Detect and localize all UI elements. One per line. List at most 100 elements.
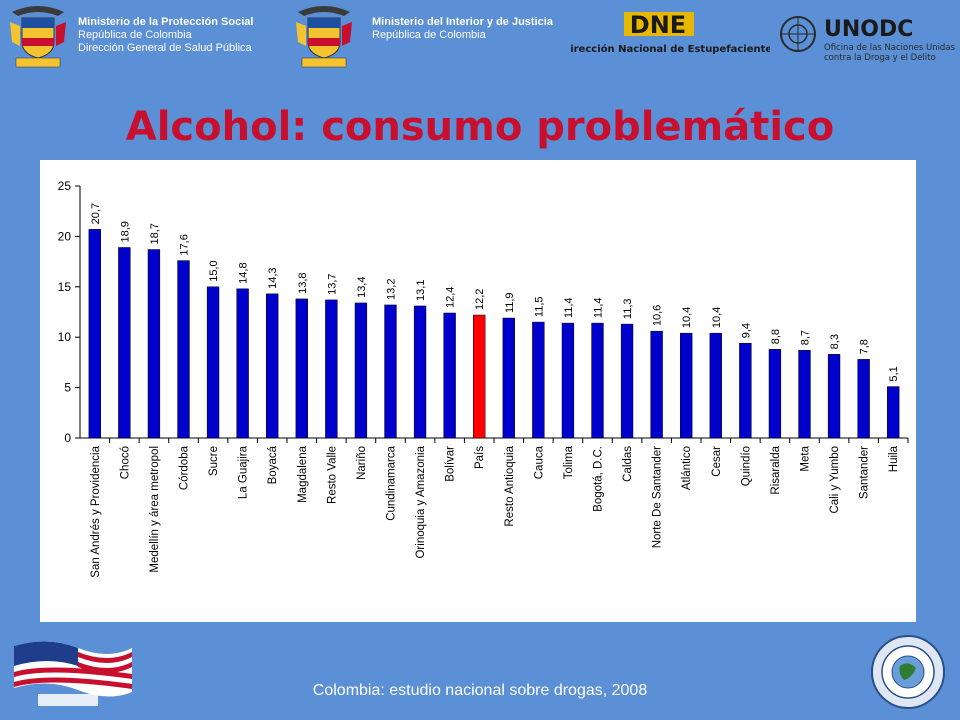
bar [561,322,575,439]
category-label: Orinoquia y Amazonia [415,445,427,558]
category-label: Tolima [563,445,575,479]
bar [620,323,634,439]
y-tick-label: 10 [58,330,72,344]
header-left-line1: Ministerio de la Protección Social [78,16,254,28]
data-label: 7,8 [859,339,871,354]
data-label: 8,8 [770,329,782,344]
data-label: 11,5 [533,296,545,317]
oas-seal-icon [871,635,945,709]
unodc-logo: UNODC Oficina de las Naciones Unidas con… [776,8,956,64]
data-label: 10,4 [681,307,693,328]
bar [827,354,841,439]
dne-caption: Dirección Nacional de Estupefacientes [570,43,770,55]
data-label: 13,2 [386,279,398,300]
category-label: Meta [800,445,812,471]
category-label: Quindío [740,446,752,486]
category-label: Atlántico [681,446,693,490]
category-label: País [474,446,486,469]
category-label: Norte De Santander [652,446,664,548]
data-label: 13,7 [326,273,338,294]
data-label: 11,4 [563,297,575,318]
bar [354,302,368,439]
bar [739,342,752,439]
bar [857,359,870,439]
header-middle-line1: Ministerio del Interior y de Justicia [372,16,553,28]
header-left-line3: Dirección General de Salud Pública [78,42,252,54]
data-label: 8,7 [800,330,812,345]
category-label: Magdalena [297,445,309,503]
colombia-coat-of-arms-icon [296,6,352,68]
category-label: Chocó [119,446,131,479]
bar [443,312,456,439]
bar [384,304,397,439]
bar [147,249,161,439]
header-middle-line2: República de Colombia [372,29,486,41]
bar [236,288,249,439]
category-label: Cali y Yumbo [829,446,841,514]
data-label: 10,6 [652,305,664,326]
unodc-line1: Oficina de las Naciones Unidas [824,43,956,53]
header-left-line2: República de Colombia [78,29,192,41]
bar [88,229,101,439]
bar [768,349,782,439]
bar [206,286,220,439]
data-label: 14,3 [267,267,279,288]
colombia-coat-of-arms-icon [10,6,66,68]
bar [502,317,515,439]
category-label: Boyacá [267,445,279,484]
data-label: 11,3 [622,299,634,320]
category-label: Medellín y área metropol [149,446,161,573]
bar [177,260,190,439]
category-label: Bogotá, D.C. [593,446,605,512]
data-label: 11,9 [504,292,516,313]
bar [650,330,663,439]
bar [266,293,279,439]
y-tick-label: 0 [64,431,71,445]
data-label: 20,7 [90,203,102,224]
y-tick-label: 15 [58,280,72,294]
data-label: 12,4 [445,287,457,308]
footer-caption: Colombia: estudio nacional sobre drogas,… [312,682,648,699]
bar [473,314,486,439]
ministry-health-header: Ministerio de la Protección Social Repúb… [78,16,253,55]
chart-panel: 0 5 10 15 20 25 20,7 San Andrés y Providencia 18… [40,160,916,622]
un-emblem-icon [780,16,816,52]
data-label: 13,4 [356,277,368,298]
data-label: 14,8 [238,262,250,283]
unodc-line2: contra la Droga y el Delito [824,53,936,63]
y-tick-label: 5 [64,381,71,395]
category-label: La Guajira [238,445,250,499]
data-label: 8,3 [829,334,841,349]
data-label: 9,4 [740,323,752,338]
category-label: Risaralda [770,445,782,494]
category-label: Resto Valle [326,446,338,504]
category-label: Nariño [356,446,368,480]
category-label: Cauca [533,445,545,479]
bar [413,305,427,439]
category-label: San Andrés y Providencia [90,445,102,577]
data-label: 18,7 [149,223,161,244]
bar [591,322,604,439]
bar [325,299,338,439]
data-label: 17,6 [179,234,191,255]
category-label: Bolívar [445,446,457,482]
data-label: 12,2 [474,289,486,310]
bar-chart: 0 5 10 15 20 25 20,7 San Andrés y Providencia 18… [58,179,909,578]
bar [295,298,308,439]
y-tick-label: 20 [58,229,72,243]
bar [709,332,722,439]
data-label: 13,1 [415,280,427,301]
bar [118,247,131,439]
category-label: Resto Antioquia [504,445,516,526]
us-embassy-flag-logo [14,641,132,706]
category-label: Caldas [622,446,634,482]
category-label: Santander [859,446,871,499]
dne-logo-text: DNE [630,11,686,39]
unodc-logo-text: UNODC [824,17,913,42]
page-title: Alcohol: consumo problemático [125,104,835,150]
bar [680,332,693,439]
category-label: Córdoba [179,445,191,490]
dne-logo: DNE Dirección Nacional de Estupefaciente… [562,6,778,56]
category-label: Cundinamarca [386,445,398,520]
ministry-interior-header: Ministerio del Interior y de Justicia Re… [372,16,553,42]
